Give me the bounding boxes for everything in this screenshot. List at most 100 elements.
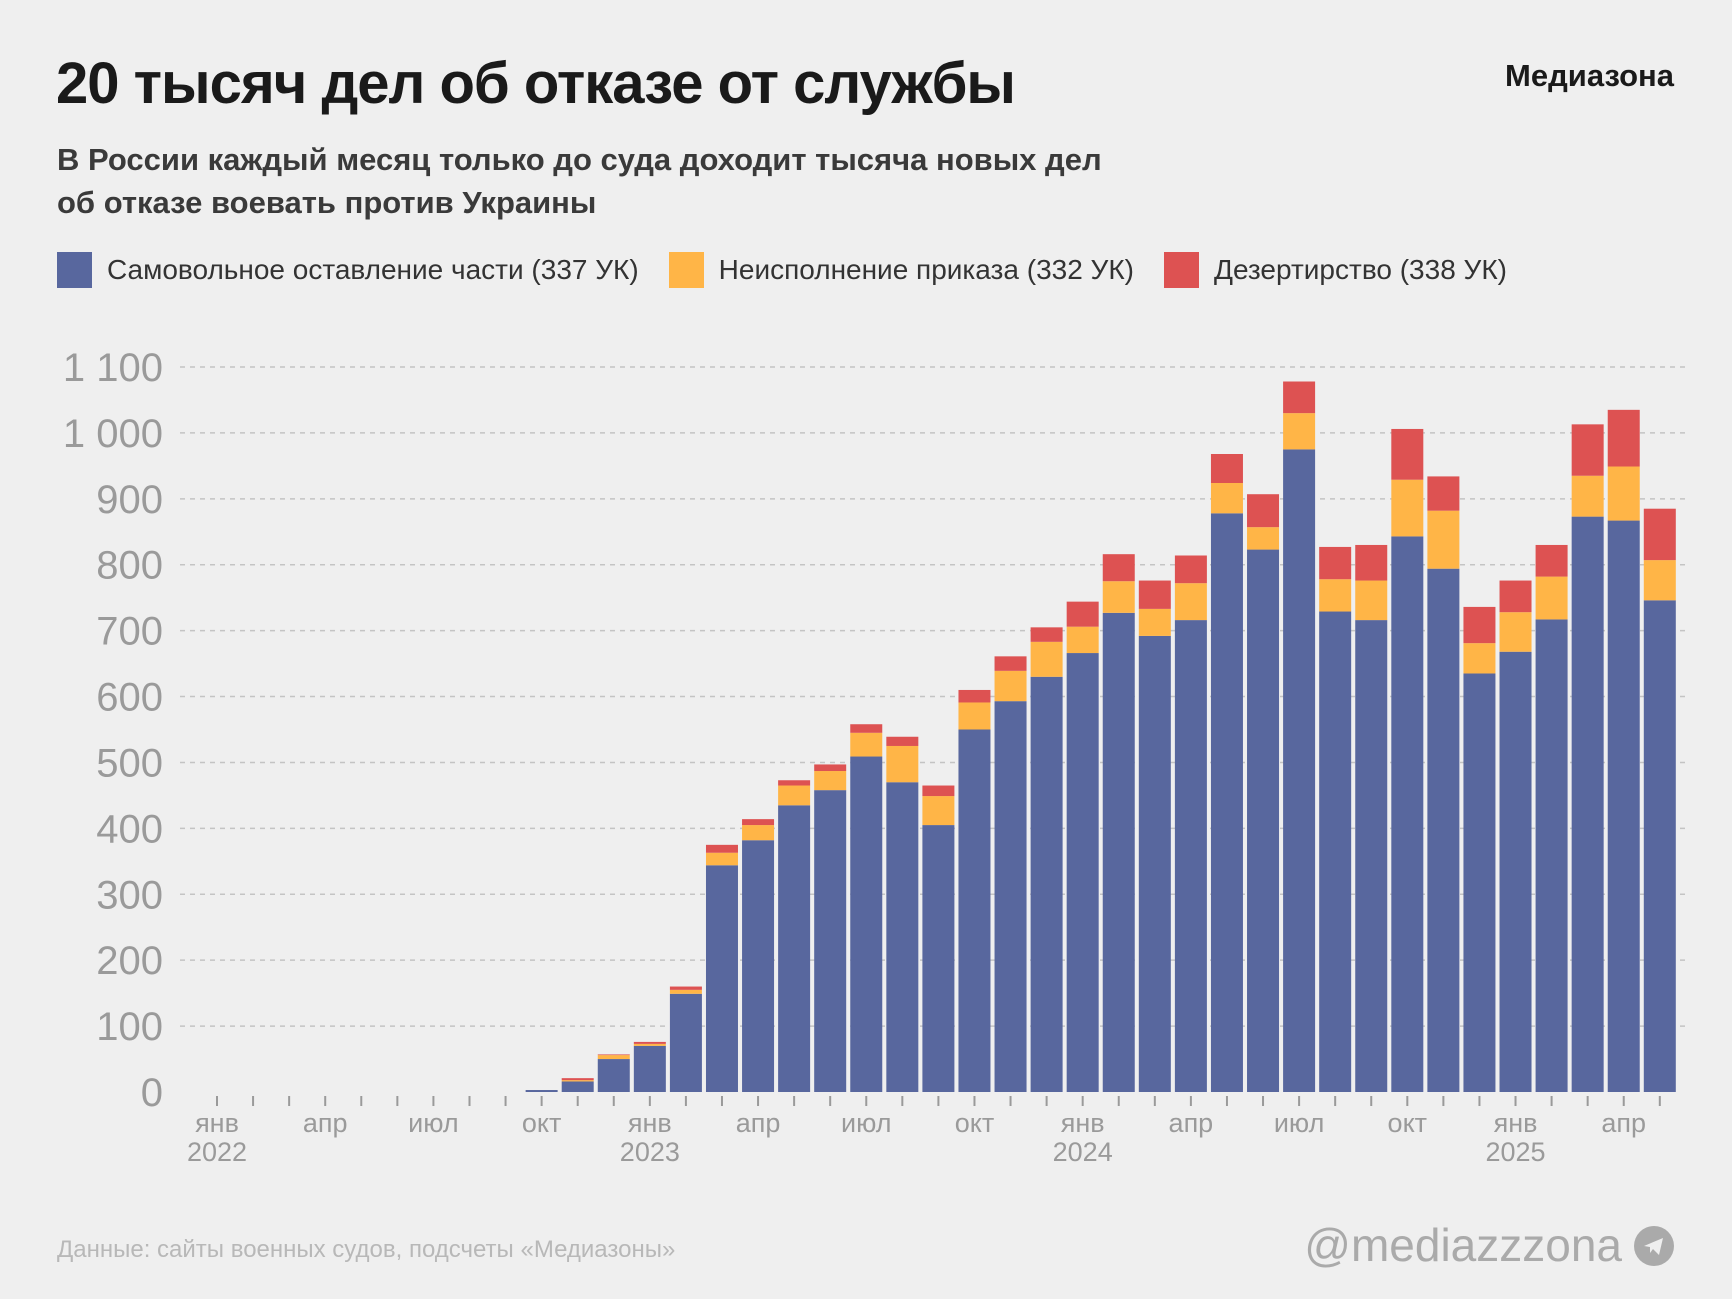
bar-segment-awol — [1030, 676, 1063, 1092]
y-tick-label: 900 — [96, 478, 163, 522]
bar-segment-awol — [1066, 653, 1099, 1092]
bar-segment-disobedience — [958, 702, 991, 730]
bar-segment-awol — [705, 865, 738, 1092]
bar-segment-disobedience — [850, 732, 883, 757]
legend-swatch-awol — [57, 252, 92, 288]
y-tick-label: 500 — [96, 741, 163, 785]
bar-segment-disobedience — [778, 785, 811, 806]
bar-segment-awol — [778, 805, 811, 1092]
bar-segment-disobedience — [1138, 608, 1171, 636]
bar-segment-awol — [1427, 568, 1460, 1092]
y-tick-label: 700 — [96, 610, 163, 654]
bar-segment-desertion — [1283, 381, 1316, 414]
bar-segment-awol — [886, 782, 919, 1092]
legend-label-desertion: Дезертирство (338 УК) — [1213, 254, 1507, 285]
bar-segment-awol — [1643, 600, 1676, 1092]
x-tick-month: апр — [736, 1108, 781, 1138]
x-tick-year: 2022 — [187, 1137, 247, 1167]
x-tick-month: июл — [1274, 1108, 1325, 1138]
bar-segment-disobedience — [633, 1043, 666, 1046]
x-tick-year: 2025 — [1485, 1137, 1545, 1167]
bar-segment-awol — [1247, 549, 1280, 1092]
bar-segment-desertion — [633, 1041, 666, 1044]
bar-segment-desertion — [597, 1054, 630, 1056]
y-tick-label: 600 — [96, 676, 163, 720]
bar-segment-desertion — [1571, 424, 1604, 476]
telegram-icon[interactable] — [1634, 1226, 1674, 1266]
bar-segment-desertion — [669, 986, 702, 990]
y-tick-label: 800 — [96, 544, 163, 588]
bar-segment-awol — [1174, 620, 1207, 1092]
bar-segment-awol — [1102, 612, 1135, 1092]
bar-segment-disobedience — [705, 852, 738, 866]
bar-segment-desertion — [1066, 601, 1099, 627]
x-tick-month: окт — [955, 1108, 995, 1138]
bar-segment-awol — [1283, 449, 1316, 1092]
bar-segment-awol — [1210, 513, 1243, 1092]
bar-segment-disobedience — [1499, 612, 1532, 652]
bar-segment-awol — [1535, 619, 1568, 1092]
bar-segment-disobedience — [1463, 643, 1496, 674]
y-tick-label: 1 100 — [63, 346, 163, 390]
mediazona-logo: Медиазона — [1505, 58, 1674, 93]
telegram-handle[interactable]: @mediazzzona — [1304, 1219, 1622, 1271]
y-tick-label: 400 — [96, 807, 163, 851]
bar-segment-desertion — [1643, 508, 1676, 561]
bar-segment-desertion — [561, 1078, 594, 1081]
bar-segment-desertion — [1535, 544, 1568, 577]
legend-item-awol: Самовольное оставление части (337 УК) — [57, 252, 639, 288]
legend-swatch-disobedience — [668, 252, 704, 288]
bar-segment-awol — [742, 840, 775, 1092]
bar-segment-disobedience — [1066, 626, 1099, 654]
bar-segment-disobedience — [1607, 466, 1640, 521]
x-tick-month: апр — [303, 1108, 348, 1138]
bar-segment-desertion — [1391, 428, 1424, 480]
y-tick-label: 300 — [96, 873, 163, 917]
legend-swatch-desertion — [1163, 252, 1199, 288]
legend-item-disobedience: Неисполнение приказа (332 УК) — [668, 252, 1134, 288]
legend-label-disobedience: Неисполнение приказа (332 УК) — [718, 254, 1134, 285]
bar-segment-disobedience — [1174, 583, 1207, 621]
data-source: Данные: сайты военных судов, подсчеты «М… — [57, 1236, 676, 1263]
bar-segment-desertion — [1355, 544, 1388, 581]
bar-segment-disobedience — [1247, 527, 1280, 550]
bar-segment-awol — [814, 790, 847, 1092]
bar-segment-desertion — [1499, 580, 1532, 613]
bar-segment-awol — [994, 701, 1027, 1092]
bar-segment-desertion — [814, 764, 847, 772]
chart-subtitle: В России каждый месяц только до суда дох… — [57, 138, 1257, 224]
bar-segment-desertion — [850, 724, 883, 733]
bar-segment-disobedience — [669, 989, 702, 994]
subtitle-line-1: В России каждый месяц только до суда дох… — [57, 142, 1102, 177]
bar-segment-disobedience — [1030, 641, 1063, 677]
bar-segment-disobedience — [1535, 576, 1568, 620]
subtitle-line-2: об отказе воевать против Украины — [57, 185, 597, 220]
bar-segment-desertion — [886, 736, 919, 746]
bar-segment-disobedience — [1283, 413, 1316, 450]
bar-segment-awol — [958, 729, 991, 1092]
bar-segment-awol — [922, 825, 955, 1092]
bar-segment-desertion — [1463, 606, 1496, 644]
legend-label-awol: Самовольное оставление части (337 УК) — [107, 254, 639, 285]
y-tick-label: 100 — [96, 1005, 163, 1049]
bar-segment-disobedience — [1571, 475, 1604, 517]
bar-segment-awol — [633, 1045, 666, 1092]
x-tick-year: 2024 — [1053, 1137, 1113, 1167]
x-tick-month: янв — [1061, 1108, 1105, 1138]
bar-segment-disobedience — [814, 771, 847, 791]
bar-segment-awol — [1607, 520, 1640, 1092]
bar-segment-desertion — [778, 780, 811, 786]
bar-segment-disobedience — [994, 670, 1027, 702]
x-tick-month: окт — [522, 1108, 562, 1138]
bar-segment-disobedience — [1210, 483, 1243, 514]
bar-segment-desertion — [1030, 627, 1063, 642]
bar-segment-disobedience — [597, 1055, 630, 1060]
bar-segment-desertion — [958, 689, 991, 703]
bar-segment-disobedience — [922, 796, 955, 826]
legend: Самовольное оставление части (337 УК) Не… — [57, 252, 1537, 288]
bar-segment-desertion — [742, 819, 775, 826]
bar-segment-awol — [561, 1081, 594, 1092]
bar-segment-desertion — [1102, 554, 1135, 582]
bar-segment-disobedience — [561, 1080, 594, 1082]
bar-segment-desertion — [922, 785, 955, 797]
